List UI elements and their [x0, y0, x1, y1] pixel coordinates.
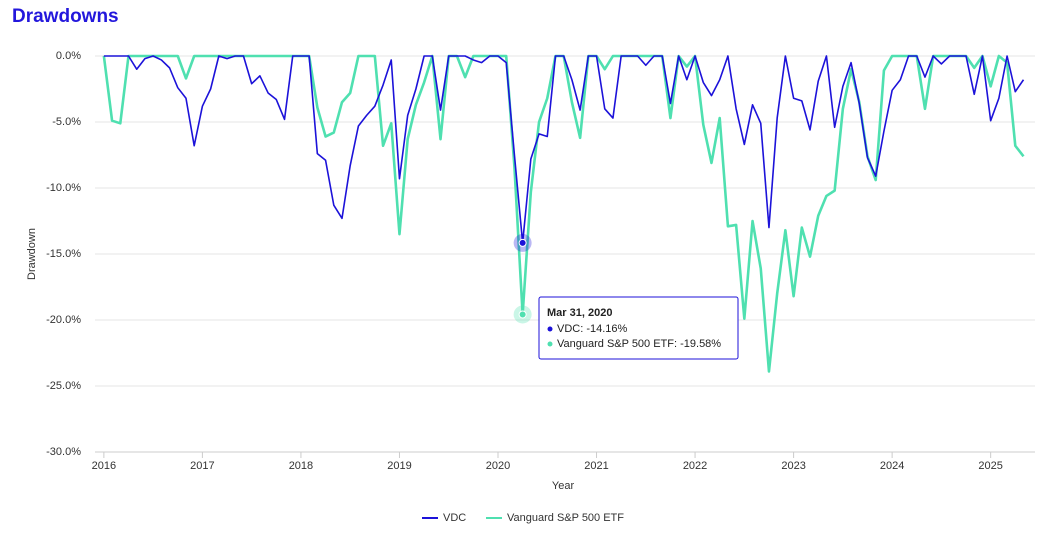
chart-title: Drawdowns — [12, 6, 119, 27]
tooltip-title: Mar 31, 2020 — [547, 307, 612, 319]
tooltip-dot — [547, 341, 553, 347]
x-tick-label: 2020 — [486, 460, 510, 472]
legend-label: Vanguard S&P 500 ETF — [507, 512, 624, 524]
hover-point — [518, 238, 527, 247]
x-tick-label: 2025 — [978, 460, 1002, 472]
y-tick-label: -25.0% — [46, 380, 81, 392]
x-axis-label: Year — [552, 480, 575, 492]
y-axis-label: Drawdown — [26, 228, 38, 280]
hover-point — [518, 310, 527, 319]
x-tick-label: 2017 — [190, 460, 214, 472]
tooltip-box — [538, 296, 739, 360]
x-tick-label: 2019 — [387, 460, 411, 472]
tooltip-item: Vanguard S&P 500 ETF: -19.58% — [557, 338, 721, 350]
y-tick-label: 0.0% — [56, 50, 81, 62]
y-tick-label: -10.0% — [46, 182, 81, 194]
x-tick-label: 2022 — [683, 460, 707, 472]
y-tick-label: -20.0% — [46, 314, 81, 326]
x-tick-label: 2018 — [289, 460, 313, 472]
y-tick-label: -30.0% — [46, 446, 81, 458]
x-tick-label: 2023 — [781, 460, 805, 472]
tooltip-dot — [547, 326, 553, 332]
y-tick-label: -5.0% — [52, 116, 81, 128]
x-tick-label: 2016 — [92, 460, 116, 472]
tooltip: Mar 31, 2020 VDC: -14.16% Vanguard S&P 500… — [538, 296, 739, 360]
y-tick-label: -15.0% — [46, 248, 81, 260]
series-line — [103, 55, 1025, 244]
x-tick-label: 2024 — [880, 460, 904, 472]
legend-label: VDC — [443, 512, 466, 524]
tooltip-item: VDC: -14.16% — [557, 323, 628, 335]
x-tick-label: 2021 — [584, 460, 608, 472]
